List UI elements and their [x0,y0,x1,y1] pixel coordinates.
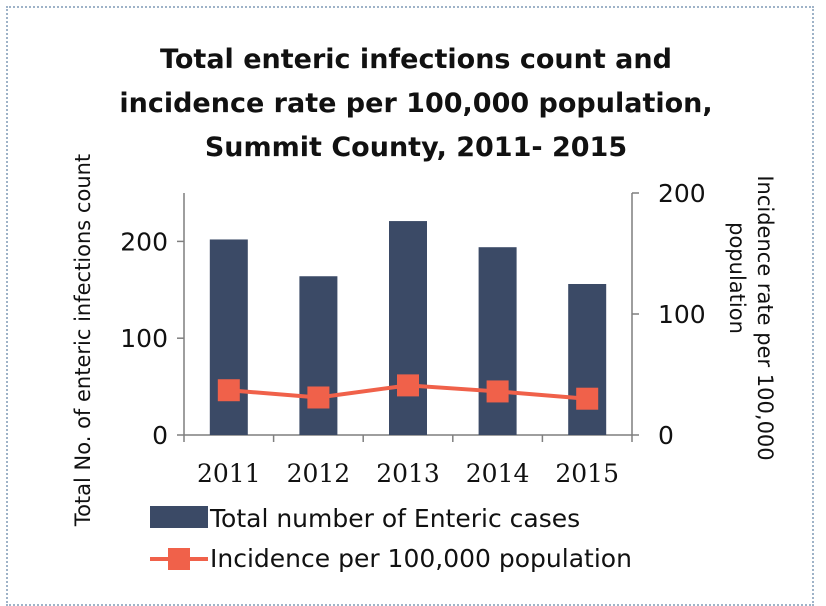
incidence-point-2014 [486,380,509,403]
legend-line-label: Incidence per 100,000 population [210,544,632,573]
x-tick-label: 2014 [466,459,530,488]
bar-2013 [389,221,427,435]
chart-title-line-2: incidence rate per 100,000 population, [119,88,712,119]
bar-2014 [478,247,517,435]
bar-2015 [568,283,607,435]
incidence-point-2011 [217,379,240,402]
x-tick-label: 2011 [197,459,261,488]
y2-tick-label: 0 [658,421,674,450]
y2-tick-label: 200 [658,179,706,208]
bar-2012 [299,276,338,435]
y2-axis-label-line-1: Incidence rate per 100,000 [753,175,777,460]
y2-axis-label-line-2: population [725,222,749,334]
incidence-point-2013 [397,374,419,397]
incidence-point-2015 [576,387,599,410]
legend-bar-swatch [150,506,208,528]
legend: Total number of Enteric cases Incidence … [150,504,632,573]
bar-2011 [209,239,248,435]
incidence-point-2012 [307,386,330,409]
chart-title-line-1: Total enteric infections count and [160,44,672,75]
y2-tick-label: 100 [658,300,706,329]
x-tick-label: 2012 [287,459,351,488]
plot-area: 0 100 200 0 100 200 2011 2012 2013 2014 2015 [120,179,705,488]
legend-bar-label: Total number of Enteric cases [209,504,580,533]
y-tick-label: 0 [152,421,168,450]
chart-title-line-3: Summit County, 2011- 2015 [205,132,627,163]
y-tick-label: 100 [120,324,168,353]
legend-line-marker [168,548,190,570]
x-tick-label: 2013 [376,459,440,488]
x-tick-label: 2015 [555,459,619,488]
chart-title: Total enteric infections count and incid… [119,44,712,163]
y-tick-label: 200 [120,227,168,256]
y-axis-label: Total No. of enteric infections count [71,154,95,527]
